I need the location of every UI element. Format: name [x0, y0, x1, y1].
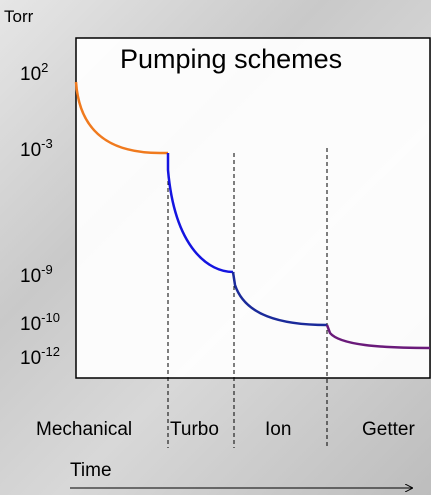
y-label-exponent: -9 [41, 262, 53, 277]
y-label-exponent: -12 [41, 344, 60, 359]
y-label-exponent: -10 [41, 310, 60, 325]
y-label-exponent: 2 [41, 60, 48, 75]
stage-label: Ion [265, 419, 291, 440]
y-unit: Torr [4, 7, 34, 26]
y-label-base: 10 [20, 314, 41, 335]
y-label: 10-3 [20, 136, 53, 161]
canvas: Pumping schemes Torr 10210-310-910-1010-… [0, 0, 431, 495]
y-label: 10-10 [20, 310, 60, 335]
y-label-base: 10 [20, 348, 41, 369]
title: Pumping schemes [120, 44, 342, 74]
diagram: Pumping schemes Torr 10210-310-910-1010-… [0, 0, 431, 495]
y-label: 102 [20, 60, 48, 85]
y-label-base: 10 [20, 266, 41, 287]
y-label-base: 10 [20, 64, 41, 85]
y-label: 10-9 [20, 262, 53, 287]
stage-label: Mechanical [36, 419, 132, 440]
stage-label: Turbo [170, 419, 219, 440]
y-label-exponent: -3 [41, 136, 53, 151]
y-label-base: 10 [20, 140, 41, 161]
x-label: Time [70, 460, 112, 481]
stage-label: Getter [362, 419, 415, 440]
plot-box [76, 38, 430, 378]
y-label: 10-12 [20, 344, 60, 369]
